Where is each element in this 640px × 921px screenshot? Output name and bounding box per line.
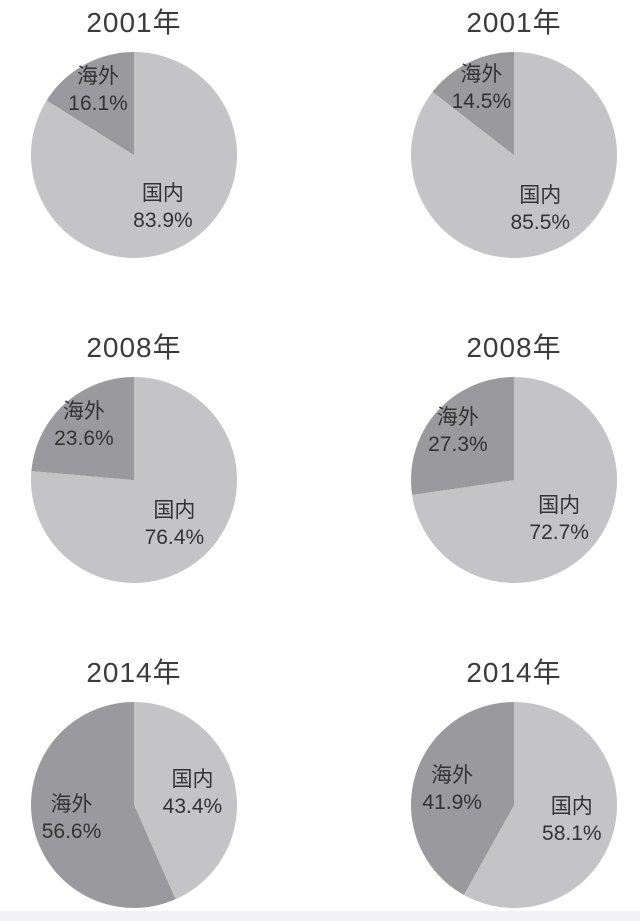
slice-percent: 27.3%: [428, 433, 488, 457]
pie-chart-2008-left: 2008年 海外 23.6% 国内 76.4%: [31, 331, 237, 583]
slice-name: 海外: [460, 63, 503, 87]
pie-chart-2014-left: 2014年 海外 56.6% 国内 43.4%: [31, 656, 237, 908]
chart-title: 2014年: [466, 657, 562, 688]
slice-percent: 76.4%: [144, 526, 205, 550]
slice-name: 国内: [141, 182, 184, 206]
pie: 海外 23.6% 国内 76.4%: [31, 377, 237, 583]
pie-label-domestic: 国内 83.9%: [133, 180, 193, 234]
chart-title: 2001年: [86, 7, 182, 38]
slice-percent: 58.1%: [542, 822, 602, 846]
slice-percent: 85.5%: [510, 210, 571, 234]
pie-label-domestic: 国内 43.4%: [163, 766, 223, 820]
pie-chart-2014-right: 2014年 海外 41.9% 国内 58.1%: [411, 656, 617, 908]
pie-chart-2008-right: 2008年 海外 27.3% 国内 72.7%: [411, 331, 617, 583]
pie: 海外 56.6% 国内 43.4%: [31, 702, 237, 908]
pie-label-overseas: 海外 16.1%: [68, 63, 128, 117]
chart-title: 2001年: [466, 7, 562, 38]
pie-label-domestic: 国内 76.4%: [145, 497, 205, 551]
slice-percent: 23.6%: [54, 427, 114, 451]
chart-title: 2008年: [86, 332, 182, 363]
pie-label-domestic: 国内 85.5%: [511, 182, 571, 236]
slice-name: 国内: [538, 494, 581, 518]
slice-percent: 56.6%: [41, 820, 102, 844]
slice-percent: 83.9%: [133, 209, 193, 233]
pie: 海外 27.3% 国内 72.7%: [411, 377, 617, 583]
slice-name: 海外: [77, 65, 120, 89]
pie-label-overseas: 海外 56.6%: [42, 791, 102, 845]
pie-label-overseas: 海外 27.3%: [428, 404, 488, 458]
pie: 海外 14.5% 国内 85.5%: [411, 52, 617, 258]
slice-name: 海外: [50, 793, 93, 817]
pie: 海外 16.1% 国内 83.9%: [31, 52, 237, 258]
slice-percent: 72.7%: [529, 521, 589, 545]
chart-title: 2008年: [466, 332, 562, 363]
slice-percent: 16.1%: [68, 92, 128, 116]
pie-chart-2001-right: 2001年 海外 14.5% 国内 85.5%: [411, 6, 617, 258]
pie-label-domestic: 国内 58.1%: [542, 793, 602, 847]
pie-label-overseas: 海外 41.9%: [422, 762, 482, 816]
slice-name: 国内: [519, 183, 562, 207]
slice-percent: 14.5%: [451, 90, 512, 114]
chart-title: 2014年: [86, 657, 182, 688]
pie-chart-2001-left: 2001年 海外 16.1% 国内 83.9%: [31, 6, 237, 258]
page-bottom-band: [0, 911, 640, 921]
pie: 海外 41.9% 国内 58.1%: [411, 702, 617, 908]
pie-label-overseas: 海外 23.6%: [54, 398, 114, 452]
slice-percent: 43.4%: [162, 794, 223, 818]
slice-name: 国内: [550, 795, 593, 819]
slice-percent: 41.9%: [422, 790, 482, 814]
slice-name: 国内: [153, 499, 196, 523]
slice-name: 海外: [62, 400, 105, 424]
pie-label-domestic: 国内 72.7%: [529, 492, 589, 546]
pie-label-overseas: 海外 14.5%: [452, 61, 512, 115]
slice-name: 国内: [171, 767, 214, 791]
slice-name: 海外: [436, 406, 479, 430]
slice-name: 海外: [431, 763, 474, 787]
